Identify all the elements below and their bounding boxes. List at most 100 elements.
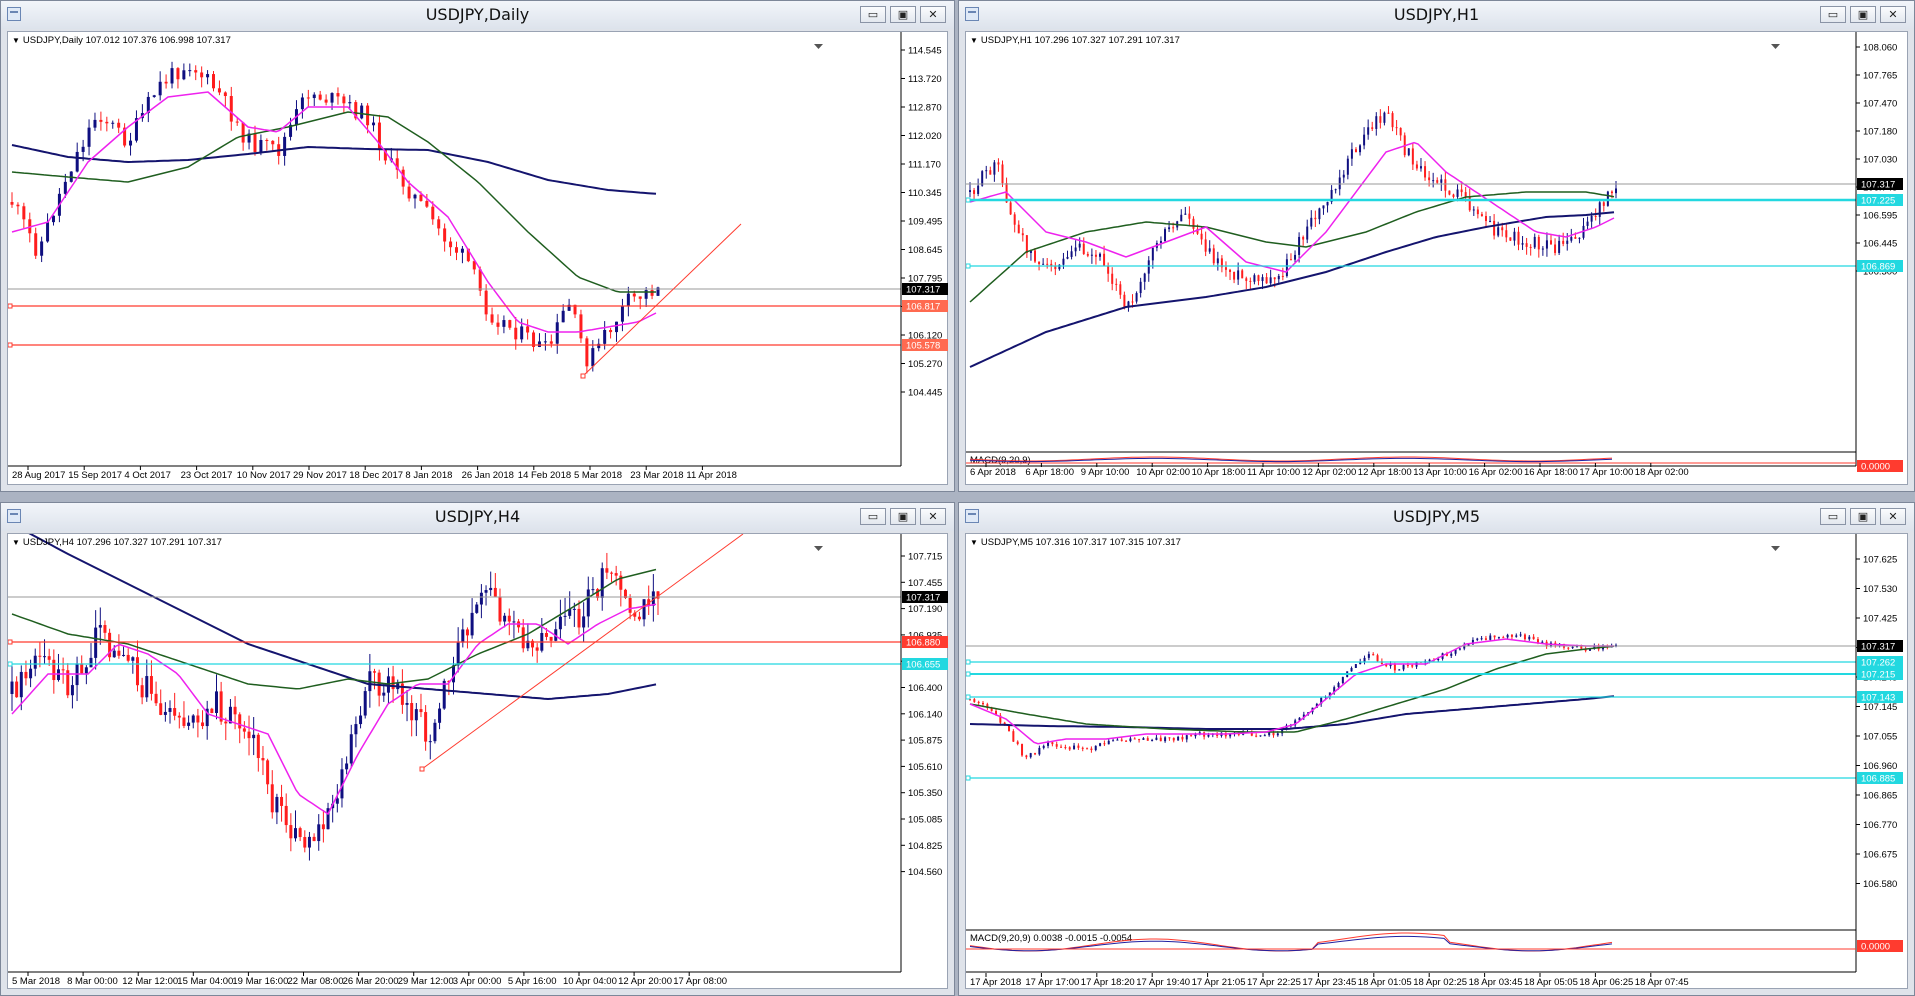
chart-area[interactable]: MACD(9,20,9) 0.0038 -0.0015 -0.0054 107.… bbox=[965, 533, 1908, 989]
candle-body bbox=[1440, 179, 1443, 183]
candle-body bbox=[326, 808, 330, 830]
chart-window-m5[interactable]: USDJPY,M5 ▭ ▣ ✕ MACD(9,20,9) 0.0038 -0.0… bbox=[958, 502, 1915, 996]
candle-body bbox=[1164, 737, 1167, 742]
candle-body bbox=[1391, 113, 1394, 128]
candle-body bbox=[252, 734, 256, 739]
candle-body bbox=[973, 699, 976, 702]
candle-body bbox=[1070, 251, 1073, 257]
candle-body bbox=[63, 181, 67, 194]
candle-body bbox=[1116, 739, 1119, 741]
window-titlebar[interactable]: USDJPY,M5 ▭ ▣ ✕ bbox=[959, 503, 1914, 531]
candle-body bbox=[1103, 253, 1106, 266]
minimize-button[interactable]: ▭ bbox=[860, 508, 886, 525]
close-button[interactable]: ✕ bbox=[920, 6, 946, 23]
candle-body bbox=[182, 717, 186, 726]
candle-body bbox=[247, 133, 251, 143]
chart-area[interactable]: MACD(9,20,9) 108.060 107.765 107.470 107.18… bbox=[965, 31, 1908, 485]
moving-average-mid bbox=[969, 645, 1615, 733]
window-title: USDJPY,M5 bbox=[1392, 507, 1481, 526]
candle-body bbox=[1276, 733, 1279, 736]
x-tick-label: 10 Apr 18:00 bbox=[1192, 467, 1246, 478]
candle-body bbox=[1450, 653, 1453, 656]
candle-body bbox=[1606, 191, 1609, 206]
x-tick-label: 17 Apr 22:25 bbox=[1247, 977, 1301, 988]
candle-body bbox=[632, 293, 636, 297]
candle-body bbox=[235, 121, 239, 123]
candle-body bbox=[1407, 148, 1410, 156]
candle-body bbox=[270, 784, 274, 813]
line-anchor bbox=[966, 694, 971, 700]
candle-body bbox=[1398, 669, 1401, 671]
minimize-button[interactable]: ▭ bbox=[860, 6, 886, 23]
candle-body bbox=[318, 94, 322, 100]
candle-body bbox=[89, 657, 93, 668]
chart-svg: 107.715107.455107.190106.935106.660106.4… bbox=[8, 534, 948, 987]
restore-button[interactable]: ▣ bbox=[1850, 508, 1876, 525]
candle-body bbox=[84, 667, 88, 674]
moving-average-fast bbox=[11, 91, 657, 333]
candle-body bbox=[1216, 258, 1219, 264]
y-tick-label: 107.765 bbox=[1863, 71, 1897, 82]
y-tick-label: 114.545 bbox=[908, 46, 942, 57]
line-anchor bbox=[966, 775, 971, 781]
chart-window-h4[interactable]: USDJPY,H4 ▭ ▣ ✕ 107.715 107.455 107.190 106… bbox=[0, 502, 955, 996]
candle-body bbox=[628, 597, 632, 613]
candle-body bbox=[465, 629, 469, 636]
chart-area[interactable]: 107.715107.455107.190106.935106.660106.4… bbox=[7, 533, 948, 989]
close-button[interactable]: ✕ bbox=[920, 508, 946, 525]
candle-body bbox=[1298, 717, 1301, 721]
candle-body bbox=[1341, 677, 1344, 684]
candle-body bbox=[1021, 744, 1024, 756]
collapse-triangle-icon: ▼ bbox=[12, 36, 20, 45]
window-titlebar[interactable]: USDJPY,H1 ▭ ▣ ✕ bbox=[959, 1, 1914, 29]
candle-body bbox=[34, 233, 38, 256]
candle-body bbox=[563, 615, 567, 617]
restore-button[interactable]: ▣ bbox=[1850, 6, 1876, 23]
minimize-button[interactable]: ▭ bbox=[1820, 6, 1846, 23]
x-tick-label: 12 Mar 12:00 bbox=[122, 976, 178, 987]
candle-body bbox=[1062, 258, 1065, 265]
candle-body bbox=[382, 692, 386, 696]
candle-body bbox=[1159, 240, 1162, 244]
y-tick-label: 107.715 bbox=[908, 552, 942, 563]
chart-area[interactable]: 114.545 113.720 112.870 112.020 111.170 110.3… bbox=[7, 31, 948, 485]
candle-body bbox=[1107, 740, 1110, 745]
x-tick-label: 18 Apr 01:05 bbox=[1358, 977, 1412, 988]
price-tag-label: 107.317 bbox=[1861, 642, 1895, 653]
restore-button[interactable]: ▣ bbox=[890, 508, 916, 525]
candle-body bbox=[15, 681, 19, 698]
chart-window-icon bbox=[965, 509, 979, 523]
candle-body bbox=[1125, 740, 1128, 742]
window-titlebar[interactable]: USDJPY,H4 ▭ ▣ ✕ bbox=[1, 503, 954, 531]
candle-body bbox=[1257, 275, 1260, 282]
chart-window-daily[interactable]: USDJPY,Daily ▭ ▣ ✕ 114.545 113.720 112.870… bbox=[0, 0, 955, 492]
candle-body bbox=[1064, 747, 1067, 749]
candle-body bbox=[1519, 634, 1522, 636]
y-tick-label: 104.825 bbox=[908, 841, 942, 852]
y-tick-label: 106.675 bbox=[1863, 850, 1897, 861]
close-button[interactable]: ✕ bbox=[1880, 6, 1906, 23]
candle-body bbox=[1135, 293, 1138, 302]
candle-body bbox=[280, 796, 284, 806]
candle-body bbox=[377, 122, 381, 151]
close-button[interactable]: ✕ bbox=[1880, 508, 1906, 525]
candle-body bbox=[1363, 657, 1366, 662]
candle-body bbox=[330, 93, 334, 103]
restore-button[interactable]: ▣ bbox=[890, 6, 916, 23]
candle-body bbox=[969, 190, 971, 192]
price-tag-box bbox=[1857, 668, 1903, 680]
candle-body bbox=[1188, 213, 1191, 219]
x-axis: 17 Apr 2018 17 Apr 17:00 17 Apr 18:20 17 Ap… bbox=[970, 973, 1689, 988]
window-titlebar[interactable]: USDJPY,Daily ▭ ▣ ✕ bbox=[1, 1, 954, 29]
y-tick-label: 107.180 bbox=[1863, 127, 1897, 138]
chart-svg: MACD(9,20,9) 0.0038 -0.0015 -0.0054 107.… bbox=[966, 534, 1903, 988]
x-tick-label: 5 Mar 2018 bbox=[12, 976, 60, 987]
candle-body bbox=[1532, 636, 1535, 640]
chart-window-h1[interactable]: USDJPY,H1 ▭ ▣ ✕ MACD(9,20,9) 108.060 107.… bbox=[958, 0, 1915, 492]
candle-body bbox=[443, 228, 447, 242]
macd-tag-label: 0.0000 bbox=[1861, 942, 1890, 953]
y-tick-label: 105.875 bbox=[908, 736, 942, 747]
candle-body bbox=[1338, 177, 1341, 190]
candle-body bbox=[1489, 220, 1492, 222]
minimize-button[interactable]: ▭ bbox=[1820, 508, 1846, 525]
